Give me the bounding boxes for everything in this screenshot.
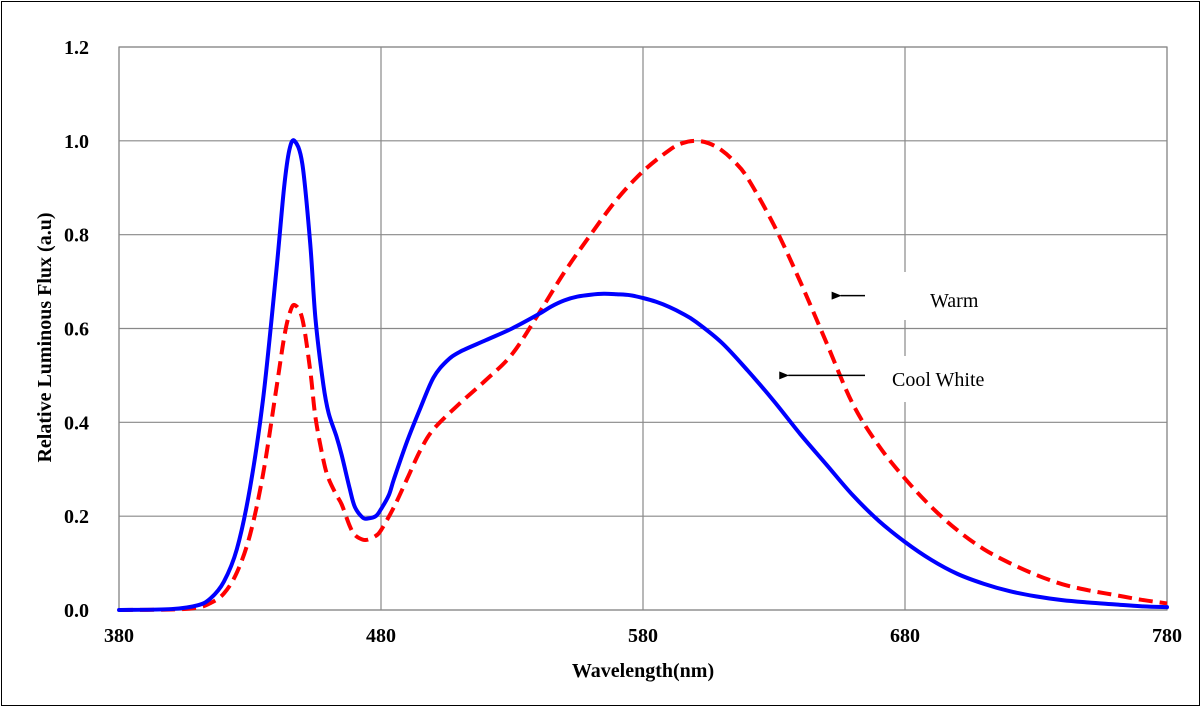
annotation-box [880,356,1090,402]
x-axis-title: Wavelength(nm) [572,660,714,682]
y-axis-title: Relative Luminous Flux (a.u) [34,212,56,462]
y-tick-label: 0.8 [64,225,89,247]
x-tick-label: 780 [1152,625,1182,647]
plot-area [118,46,1168,611]
x-tick-label: 680 [890,625,920,647]
annotation-label: Warm [930,290,979,312]
annotation-label: Cool White [892,369,985,391]
series-line-warm [118,138,1168,612]
annotations: Warm Cool White [779,272,1090,402]
y-tick-label: 0.6 [64,319,89,341]
plot-border [118,46,1168,611]
y-tick-label: 1.2 [64,37,89,59]
tick-labels: 0.0 0.2 0.4 0.6 0.8 1.0 1.2 380 480 580 680 780 [64,37,1182,647]
grid-lines [118,46,1168,611]
annotation-box [880,272,1090,320]
y-tick-label: 1.0 [64,131,89,153]
series-line-cool-white [117,138,1169,612]
x-tick-label: 580 [628,625,658,647]
x-tick-label: 380 [104,625,134,647]
series-layer [117,138,1169,612]
y-tick-label: 0.4 [64,412,89,434]
y-tick-label: 0.0 [64,600,89,622]
x-tick-label: 480 [366,625,396,647]
y-tick-label: 0.2 [64,506,89,528]
